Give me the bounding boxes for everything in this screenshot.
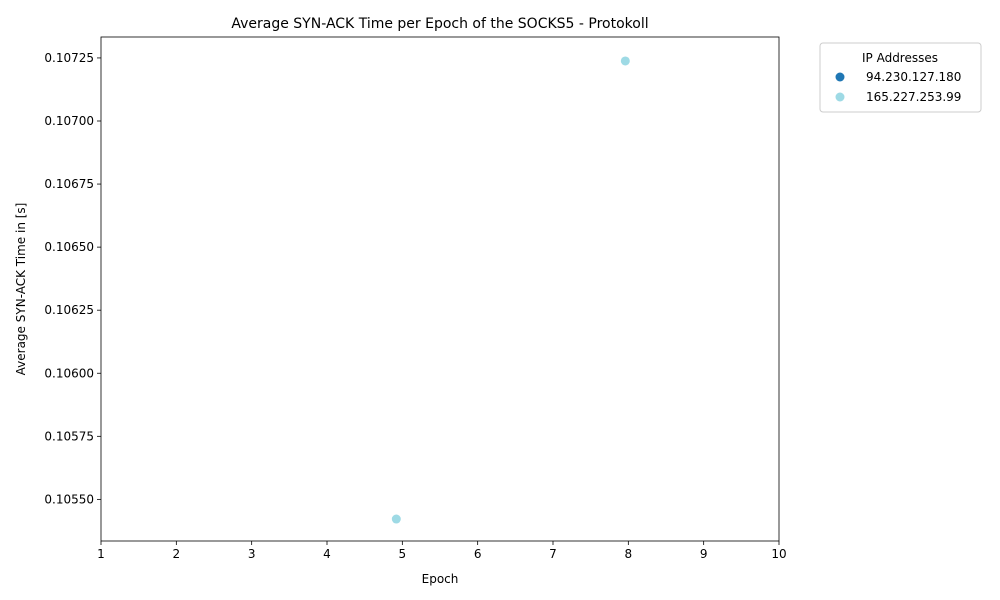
chart-title: Average SYN-ACK Time per Epoch of the SO…	[231, 16, 648, 32]
x-tick-label: 10	[771, 547, 786, 561]
y-tick-label: 0.10675	[44, 177, 94, 191]
x-axis-label: Epoch	[422, 572, 459, 586]
y-axis-label: Average SYN-ACK Time in [s]	[14, 203, 28, 376]
plot-frame	[100, 36, 780, 542]
legend-entry: 94.230.127.180	[866, 70, 961, 84]
y-axis: 0.10550 0.10575 0.10600 0.10625 0.10650 0.106…	[44, 51, 101, 506]
y-tick-label: 0.10725	[44, 51, 94, 65]
x-tick-label: 1	[97, 547, 105, 561]
y-tick-label: 0.10550	[44, 492, 94, 506]
legend-entry: 165.227.253.99	[866, 90, 961, 104]
y-tick-label: 0.10600	[44, 366, 94, 380]
x-tick-label: 5	[399, 547, 407, 561]
legend-box	[819, 42, 982, 113]
data-points	[391, 56, 630, 524]
y-tick-label: 0.10700	[44, 114, 94, 128]
legend-title: IP Addresses	[862, 51, 938, 65]
x-tick-label: 8	[625, 547, 633, 561]
x-tick-label: 7	[549, 547, 557, 561]
y-tick-label: 0.10625	[44, 303, 94, 317]
legend-marker	[835, 72, 845, 82]
plot-area	[100, 36, 780, 542]
x-tick-label: 4	[323, 547, 331, 561]
x-tick-label: 2	[173, 547, 181, 561]
x-tick-label: 9	[700, 547, 708, 561]
x-tick-label: 3	[248, 547, 256, 561]
data-point	[391, 514, 401, 524]
data-point	[620, 56, 630, 66]
legend-marker	[835, 92, 845, 102]
x-tick-label: 6	[474, 547, 482, 561]
y-tick-label: 0.10575	[44, 429, 94, 443]
legend: IP Addresses 94.230.127.180 165.227.253.99	[819, 42, 982, 113]
y-tick-label: 0.10650	[44, 240, 94, 254]
x-axis: 1 2 3 4 5 6 7 8 9 10	[97, 541, 787, 561]
